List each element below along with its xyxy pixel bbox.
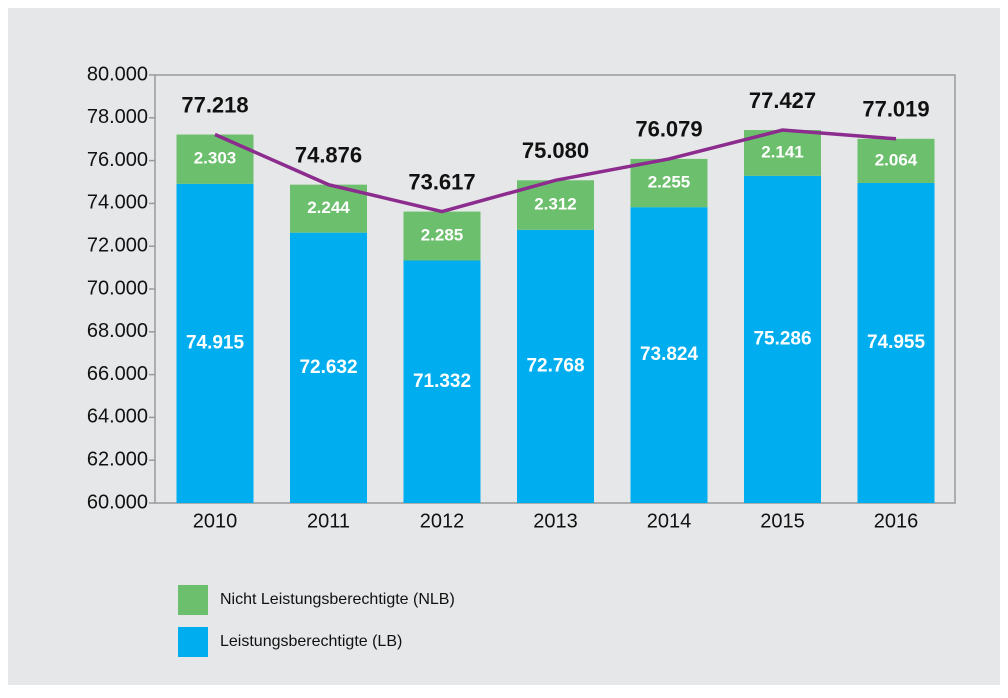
bar-segment	[176, 134, 254, 184]
data-label: 2.312	[534, 195, 577, 214]
y-tick-label: 62.000	[87, 448, 148, 470]
data-label: 75.286	[753, 328, 811, 349]
bar-segment	[857, 182, 935, 503]
bar-segment	[630, 207, 708, 504]
bar-segment	[630, 158, 708, 208]
legend-label: Leistungsberechtigte (LB)	[220, 633, 402, 650]
y-tick-label: 78.000	[87, 106, 148, 128]
total-label: 74.876	[295, 142, 362, 167]
y-tick-label: 60.000	[87, 491, 148, 513]
total-label: 77.019	[862, 97, 929, 122]
data-label: 72.768	[526, 355, 584, 376]
background	[8, 8, 1000, 685]
y-tick-label: 64.000	[87, 406, 148, 428]
bar-segment	[517, 229, 594, 503]
total-label: 77.427	[749, 88, 816, 113]
x-tick-label: 2013	[533, 510, 578, 532]
bar-segment	[403, 260, 481, 503]
bar-segment	[403, 211, 481, 261]
data-label: 2.285	[421, 226, 464, 245]
y-tick-label: 72.000	[87, 234, 148, 256]
total-label: 76.079	[635, 117, 702, 142]
data-label: 72.632	[299, 357, 357, 378]
legend-swatch	[178, 627, 208, 657]
data-label: 2.064	[875, 150, 918, 169]
x-tick-label: 2014	[647, 510, 692, 532]
data-label: 73.824	[640, 344, 699, 365]
data-label: 2.255	[648, 173, 691, 192]
total-label: 73.617	[408, 169, 475, 194]
data-label: 2.303	[194, 149, 237, 168]
data-label: 2.141	[761, 142, 804, 161]
y-tick-label: 66.000	[87, 363, 148, 385]
bar-segment	[857, 138, 935, 183]
y-tick-label: 80.000	[87, 63, 148, 85]
y-tick-label: 74.000	[87, 192, 148, 214]
total-label: 77.218	[181, 92, 248, 117]
data-label: 74.915	[186, 332, 245, 353]
data-label: 74.955	[867, 332, 926, 353]
data-label: 2.244	[307, 198, 350, 217]
bar-segment	[290, 184, 367, 233]
bar-segment	[176, 183, 254, 503]
x-tick-label: 2016	[874, 510, 919, 532]
x-tick-label: 2011	[307, 510, 350, 532]
x-tick-label: 2015	[760, 510, 805, 532]
bar-segment	[744, 175, 821, 504]
total-label: 75.080	[522, 138, 589, 163]
legend-swatch	[178, 585, 208, 615]
total-line	[214, 128, 897, 214]
y-tick-label: 68.000	[87, 320, 148, 342]
data-label: 71.332	[413, 371, 471, 392]
bar-segment	[290, 232, 367, 503]
x-tick-label: 2010	[193, 510, 238, 532]
y-tick-label: 70.000	[87, 277, 148, 299]
x-tick-label: 2012	[420, 510, 465, 532]
legend-label: Nicht Leistungsberechtigte (NLB)	[220, 591, 455, 608]
y-tick-label: 76.000	[87, 149, 148, 171]
